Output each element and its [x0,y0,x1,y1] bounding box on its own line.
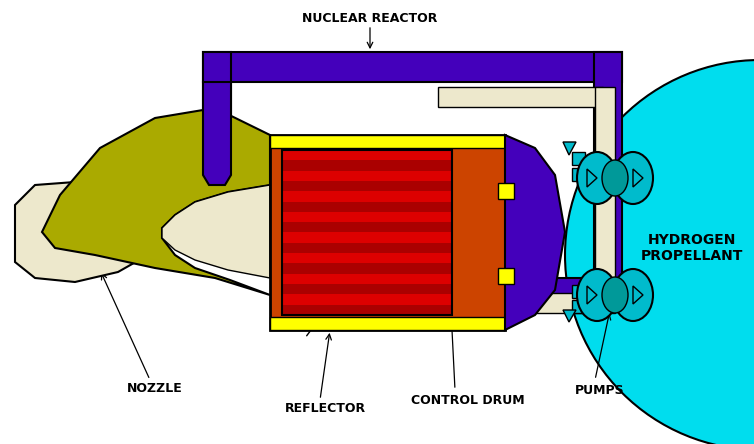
Bar [282,253,452,263]
Bar [282,191,452,202]
Bar [572,168,585,181]
Ellipse shape [613,269,653,321]
Ellipse shape [602,160,628,196]
Bar [282,181,452,191]
Bar [282,284,452,294]
Polygon shape [162,185,270,278]
Bar [593,167,637,189]
Polygon shape [633,169,643,187]
Text: NUCLEAR REACTOR: NUCLEAR REACTOR [302,12,437,24]
Polygon shape [587,286,597,304]
Polygon shape [42,108,270,295]
Polygon shape [563,310,576,322]
Bar [282,222,452,233]
Bar [572,152,585,165]
Bar [438,293,603,313]
Bar [282,150,452,315]
Bar [498,268,514,284]
Ellipse shape [577,269,617,321]
Polygon shape [633,286,643,304]
Ellipse shape [613,152,653,204]
Bar [282,150,452,160]
Polygon shape [563,142,576,155]
Bar [282,160,452,170]
Bar [270,135,505,330]
Bar [282,274,452,284]
Bar [572,285,585,298]
Polygon shape [15,182,162,282]
Polygon shape [587,169,597,187]
Bar [282,243,452,253]
Bar [594,285,616,305]
Text: HYDROGEN
PROPELLANT: HYDROGEN PROPELLANT [641,233,743,263]
Bar [282,294,452,305]
Bar [594,52,622,282]
Ellipse shape [577,152,617,204]
Bar [498,183,514,199]
Bar [282,233,452,243]
Bar [594,168,616,188]
Bar [282,202,452,212]
Bar [593,284,637,306]
Bar [282,305,452,315]
Bar [282,170,452,181]
Bar [270,135,505,148]
Bar [438,87,603,107]
Text: NOZZLE: NOZZLE [127,381,183,395]
Bar [203,52,231,177]
Text: PUMPS: PUMPS [575,384,625,396]
Text: REFLECTOR: REFLECTOR [284,401,366,415]
Text: CONTROL DRUM: CONTROL DRUM [411,393,525,407]
Bar [282,263,452,274]
Circle shape [565,60,754,444]
Polygon shape [505,135,565,330]
Polygon shape [203,82,231,185]
Ellipse shape [602,277,628,313]
Bar [203,52,622,82]
Bar [595,87,615,313]
Bar [572,300,585,313]
Bar [282,212,452,222]
Bar [430,278,622,306]
Bar [270,317,505,330]
